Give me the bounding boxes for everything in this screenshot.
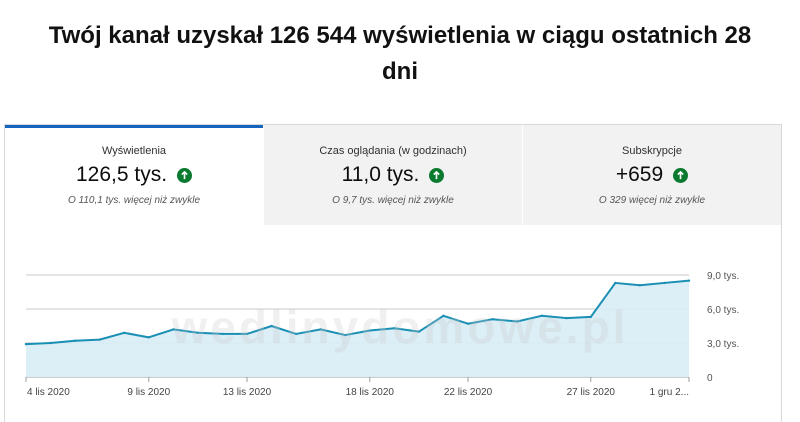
- arrow-up-icon: [429, 167, 445, 183]
- series-line: [25, 279, 690, 346]
- tab-views[interactable]: Wyświetlenia 126,5 tys. O 110,1 tys. wię…: [5, 125, 263, 225]
- tab-watch-time[interactable]: Czas oglądania (w godzinach) 11,0 tys. O…: [264, 125, 522, 225]
- y-tick-label: 3,0 tys.: [707, 339, 739, 350]
- data-point: [172, 328, 175, 331]
- tab-label: Subskrypcje: [622, 145, 682, 157]
- area-fill: [26, 280, 689, 377]
- tab-subscriptions[interactable]: Subskrypcje +659 O 329 więcej niż zwykle: [523, 125, 781, 225]
- data-point: [491, 318, 494, 321]
- tab-value: +659: [523, 163, 781, 187]
- data-point: [368, 329, 371, 332]
- tab-note: O 9,7 tys. więcej niż zwykle: [332, 195, 454, 206]
- tab-note: O 110,1 tys. więcej niż zwykle: [67, 195, 201, 206]
- y-tick-label: 9,0 tys.: [707, 271, 739, 282]
- watch-time-value: 11,0 tys.: [341, 163, 420, 186]
- x-tick-label: 18 lis 2020: [346, 387, 395, 398]
- data-point: [515, 320, 519, 323]
- data-point: [221, 332, 224, 336]
- data-point: [24, 342, 28, 346]
- arrow-up-icon: [177, 167, 193, 183]
- data-point: [245, 332, 249, 336]
- data-point: [442, 314, 445, 317]
- data-point: [589, 315, 592, 319]
- data-point: [540, 314, 543, 317]
- views-area-chart: 0 3,0 tys. 6,0 tys. 9,0 tys. 4 lis 2020 9 lis…: [24, 271, 739, 398]
- data-point: [270, 324, 273, 328]
- data-point: [565, 316, 568, 320]
- page-title: Twój kanał uzyskał 126 544 wyświetlenia …: [48, 22, 752, 85]
- data-point: [73, 339, 77, 342]
- data-point: [638, 284, 642, 287]
- x-tick-label: 1 gru 2...: [650, 387, 689, 398]
- data-point: [344, 333, 347, 337]
- tab-value: 11,0 tys.: [264, 163, 522, 187]
- data-point: [147, 336, 150, 339]
- x-tick-label: 4 lis 2020: [27, 387, 70, 398]
- analytics-card: Wyświetlenia 126,5 tys. O 110,1 tys. wię…: [4, 124, 782, 422]
- data-point: [687, 279, 691, 282]
- arrow-up-icon: [673, 167, 689, 183]
- data-point: [294, 332, 298, 336]
- data-point: [393, 327, 396, 330]
- views-value: 126,5 tys.: [75, 163, 168, 186]
- data-point: [98, 338, 101, 341]
- data-point: [663, 281, 666, 285]
- subscriptions-value: +659: [615, 163, 664, 186]
- data-point: [319, 328, 322, 331]
- data-point: [466, 322, 470, 325]
- tab-label: Wyświetlenia: [101, 145, 167, 157]
- data-point: [417, 330, 421, 333]
- x-tick-label: 22 lis 2020: [444, 387, 493, 398]
- x-tick-label: 13 lis 2020: [223, 387, 272, 398]
- data-point: [614, 281, 617, 285]
- x-tick-label: 9 lis 2020: [127, 387, 170, 398]
- x-tick-label: 27 lis 2020: [567, 387, 616, 398]
- tab-note: O 329 więcej niż zwykle: [598, 195, 706, 206]
- data-point: [123, 331, 126, 334]
- y-tick-label: 0: [707, 373, 713, 384]
- y-tick-label: 6,0 tys.: [707, 305, 739, 316]
- tab-label: Czas oglądania (w godzinach): [319, 145, 467, 157]
- tab-value: 126,5 tys.: [5, 163, 263, 187]
- data-point: [196, 331, 200, 334]
- data-point: [49, 341, 52, 345]
- metric-tabs: Wyświetlenia 126,5 tys. O 110,1 tys. wię…: [5, 125, 781, 225]
